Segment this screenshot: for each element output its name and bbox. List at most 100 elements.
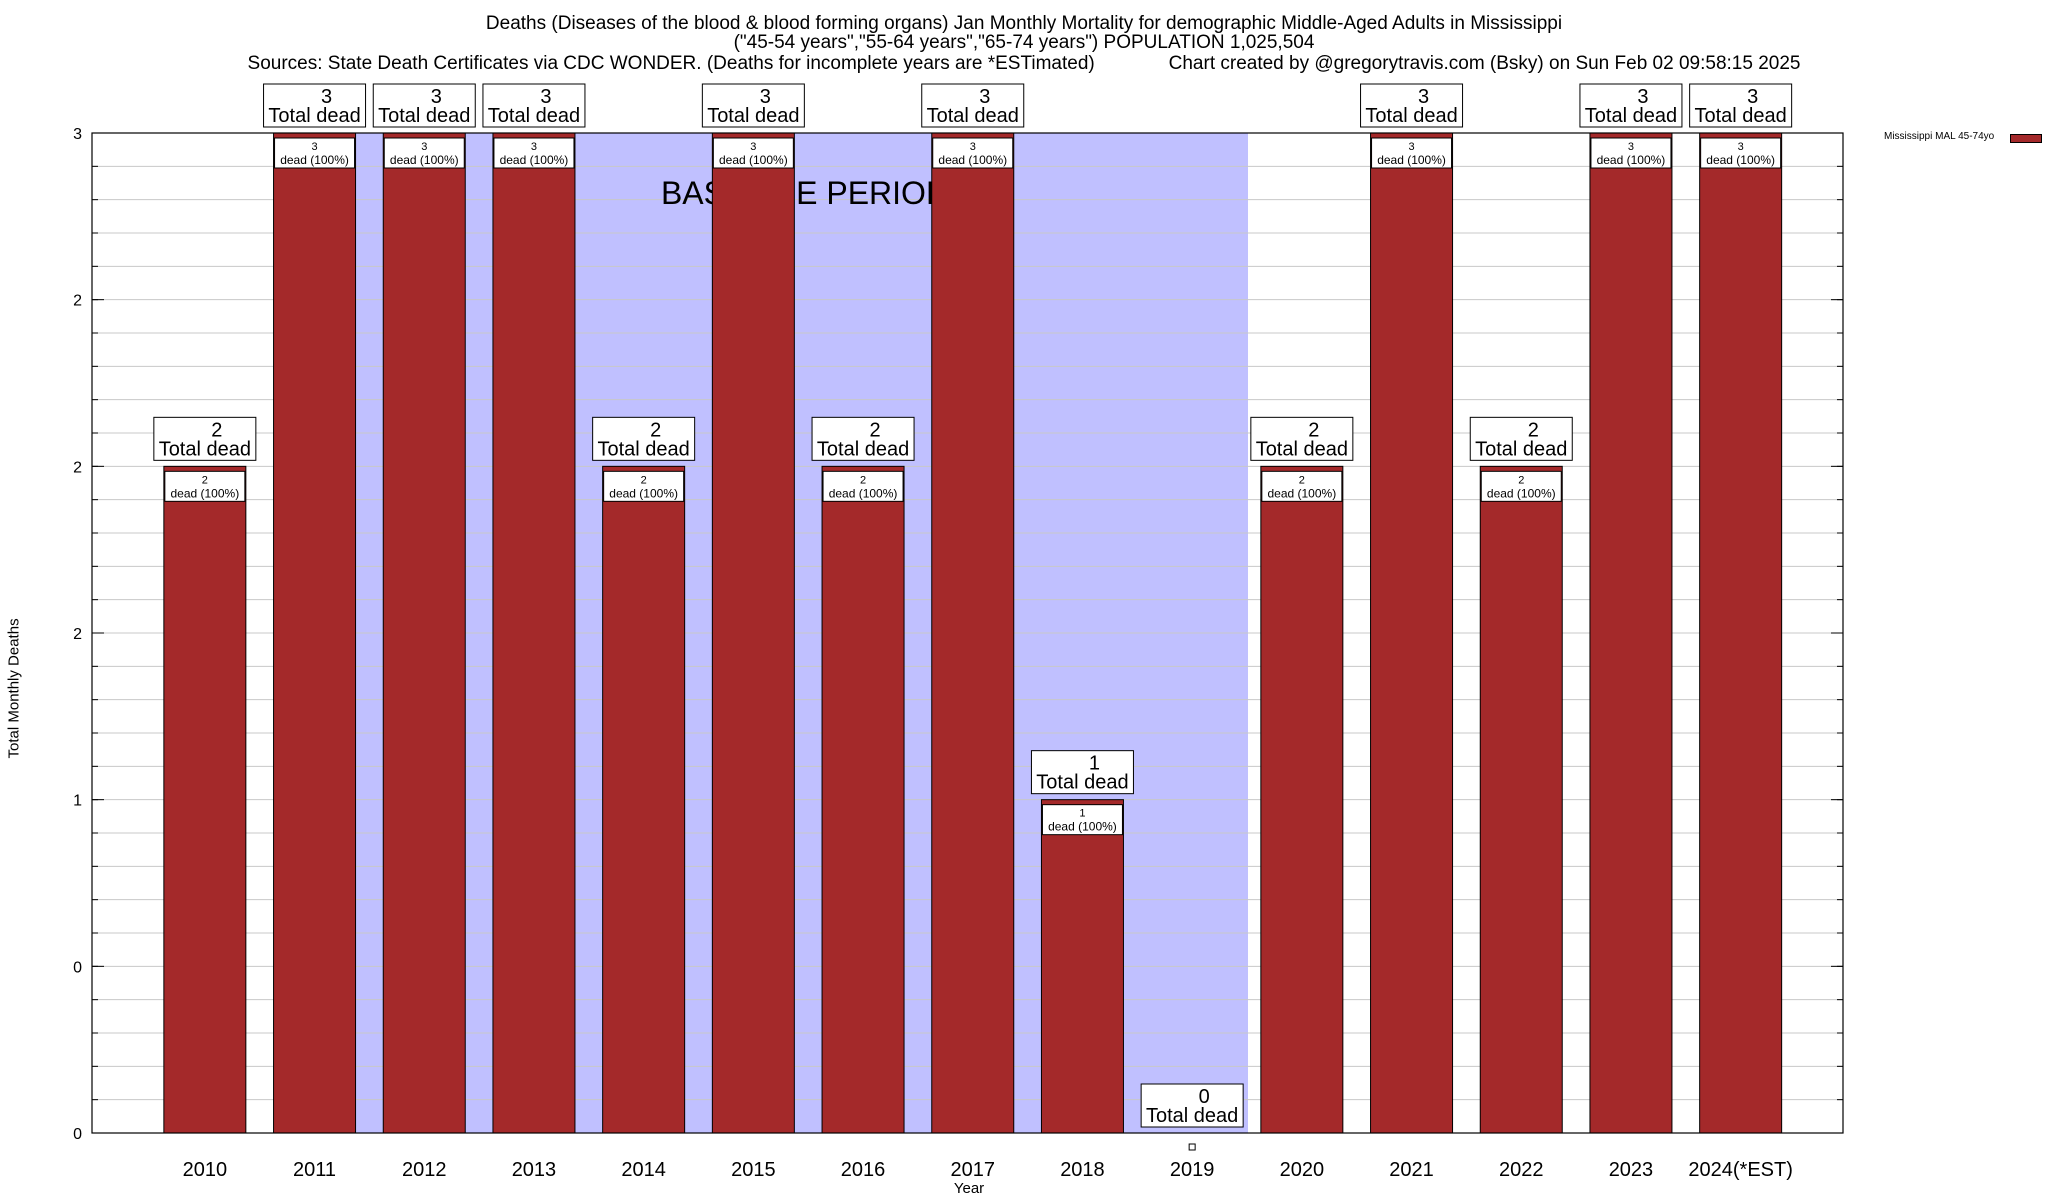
inner-label-text: dead (100%)	[170, 486, 239, 500]
baseline-period-label: BASELINE PERIOD	[661, 175, 949, 211]
x-tick-label: 2013	[512, 1159, 557, 1181]
total-label-text: Total dead	[488, 105, 580, 127]
inner-label-box	[1041, 804, 1123, 836]
total-label-count: 3	[540, 86, 551, 108]
total-label-count: 1	[1089, 753, 1100, 775]
x-tick-label: 2016	[841, 1159, 886, 1181]
inner-label-box	[1480, 470, 1562, 502]
total-label-text: Total dead	[1475, 438, 1567, 460]
inner-label-count: 3	[750, 141, 756, 153]
inner-label-count: 3	[1408, 141, 1414, 153]
inner-label-text: dead (100%)	[280, 153, 349, 167]
x-tick-label: 2017	[951, 1159, 996, 1181]
total-label-box	[372, 83, 476, 128]
inner-label-count: 3	[421, 141, 427, 153]
total-label-count: 0	[1199, 1086, 1210, 1108]
inner-label-box	[822, 470, 904, 502]
inner-label-box	[274, 137, 356, 169]
inner-label-text: dead (100%)	[938, 153, 1007, 167]
bar	[1699, 132, 1783, 1134]
inner-label-box	[1590, 137, 1672, 169]
inner-label-count: 2	[1518, 474, 1524, 486]
chart-subtitle: ("45-54 years","55-64 years","65-74 year…	[733, 32, 1315, 53]
total-label-box	[263, 83, 367, 128]
total-label-text: Total dead	[1695, 105, 1787, 127]
total-label-count: 2	[211, 419, 222, 441]
total-label-box	[921, 83, 1025, 128]
bar	[602, 465, 686, 1134]
y-tick-label: 2	[73, 293, 82, 310]
inner-label-count: 3	[1628, 141, 1634, 153]
bar	[931, 132, 1015, 1134]
total-label-text: Total dead	[817, 438, 909, 460]
x-axis-label: Year	[953, 1180, 985, 1197]
inner-label-text: dead (100%)	[609, 486, 678, 500]
x-tick-label: 2014	[621, 1159, 666, 1181]
y-tick-label: 3	[73, 126, 82, 143]
total-label-count: 3	[321, 86, 332, 108]
bar	[163, 465, 247, 1134]
total-label-count: 2	[1528, 419, 1539, 441]
x-tick-label: 2015	[731, 1159, 776, 1181]
total-label-text: Total dead	[1146, 1105, 1238, 1127]
inner-label-box	[712, 137, 794, 169]
inner-label-count: 2	[202, 474, 208, 486]
inner-label-count: 3	[311, 141, 317, 153]
total-label-text: Total dead	[598, 438, 690, 460]
chart-title: Deaths (Diseases of the blood & blood fo…	[485, 13, 1563, 34]
y-tick-label: 2	[73, 626, 82, 643]
total-label-count: 3	[431, 86, 442, 108]
total-label-count: 3	[1637, 86, 1648, 108]
total-label-box	[1579, 83, 1683, 128]
x-tick-label: 2024(*EST)	[1688, 1159, 1793, 1181]
bar	[492, 132, 576, 1134]
bar	[1370, 132, 1454, 1134]
total-label-box	[701, 83, 805, 128]
y-axis-label: Total Monthly Deaths	[5, 618, 23, 759]
total-label-text: Total dead	[707, 105, 799, 127]
bar	[273, 132, 357, 1134]
x-tick-label: 2018	[1060, 1159, 1105, 1181]
total-label-count: 3	[979, 86, 990, 108]
inner-label-text: dead (100%)	[1706, 153, 1775, 167]
inner-label-text: dead (100%)	[1377, 153, 1446, 167]
bar	[1479, 465, 1563, 1134]
bar	[1260, 465, 1344, 1134]
x-tick-label: 2021	[1389, 1159, 1434, 1181]
inner-label-count: 2	[641, 474, 647, 486]
total-label-text: Total dead	[927, 105, 1019, 127]
bar	[821, 465, 905, 1134]
total-label-count: 2	[1308, 419, 1319, 441]
total-label-count: 3	[760, 86, 771, 108]
total-label-box	[482, 83, 586, 128]
total-label-count: 2	[650, 419, 661, 441]
total-label-box	[1250, 416, 1354, 461]
zero-marker	[1188, 1143, 1196, 1151]
total-label-text: Total dead	[1365, 105, 1457, 127]
total-label-box	[1140, 1083, 1244, 1128]
inner-label-box	[1261, 470, 1343, 502]
inner-label-box	[932, 137, 1014, 169]
legend-swatch	[2010, 134, 2042, 143]
bar	[1040, 799, 1124, 1134]
total-label-box	[592, 416, 696, 461]
x-tick-label: 2023	[1609, 1159, 1654, 1181]
total-label-box	[1469, 416, 1573, 461]
inner-label-text: dead (100%)	[829, 486, 898, 500]
inner-label-count: 2	[1299, 474, 1305, 486]
y-tick-label: 0	[73, 959, 82, 976]
x-tick-label: 2011	[293, 1159, 336, 1181]
bar	[382, 132, 466, 1134]
x-tick-label: 2020	[1280, 1159, 1325, 1181]
inner-label-text: dead (100%)	[1267, 486, 1336, 500]
total-label-text: Total dead	[1036, 772, 1128, 794]
inner-label-box	[493, 137, 575, 169]
total-label-count: 3	[1747, 86, 1758, 108]
inner-label-count: 3	[1738, 141, 1744, 153]
x-tick-label: 2019	[1170, 1159, 1215, 1181]
inner-label-count: 1	[1079, 808, 1085, 820]
inner-label-text: dead (100%)	[390, 153, 459, 167]
x-tick-label: 2012	[402, 1159, 447, 1181]
inner-label-text: dead (100%)	[1487, 486, 1556, 500]
